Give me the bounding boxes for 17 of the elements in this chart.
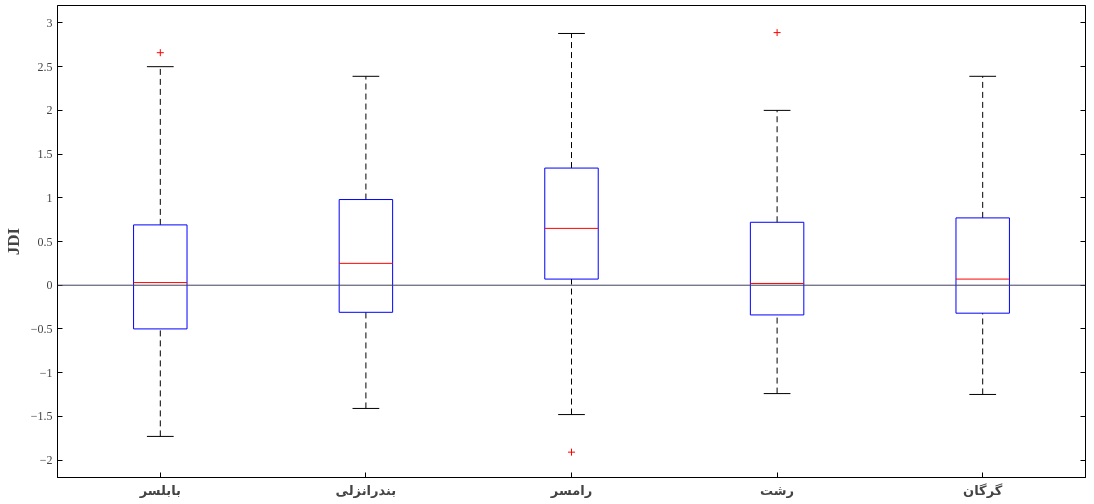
x-tick-label: رشت [760, 482, 795, 498]
y-tick-label: −1 [39, 365, 53, 380]
x-tick-label: گرگان [963, 482, 1003, 498]
y-tick-label: 1 [46, 190, 53, 205]
y-tick-label: 2.5 [37, 59, 53, 74]
y-tick-label: 3 [46, 15, 53, 30]
y-axis-title: JDI [3, 227, 23, 256]
y-tick-label: 1.5 [37, 147, 53, 162]
y-tick-label: −2 [39, 453, 53, 468]
y-tick-label: 0 [46, 278, 53, 293]
y-tick-label: 0.5 [37, 234, 53, 249]
x-tick-label: بندرانزلی [335, 482, 397, 498]
y-tick-label: 2 [46, 103, 53, 118]
x-tick-label: بابلسر [138, 482, 181, 498]
y-tick-label: −1.5 [30, 409, 53, 424]
y-tick-label: −0.5 [30, 321, 53, 336]
x-tick-label: رامسر [549, 482, 593, 498]
